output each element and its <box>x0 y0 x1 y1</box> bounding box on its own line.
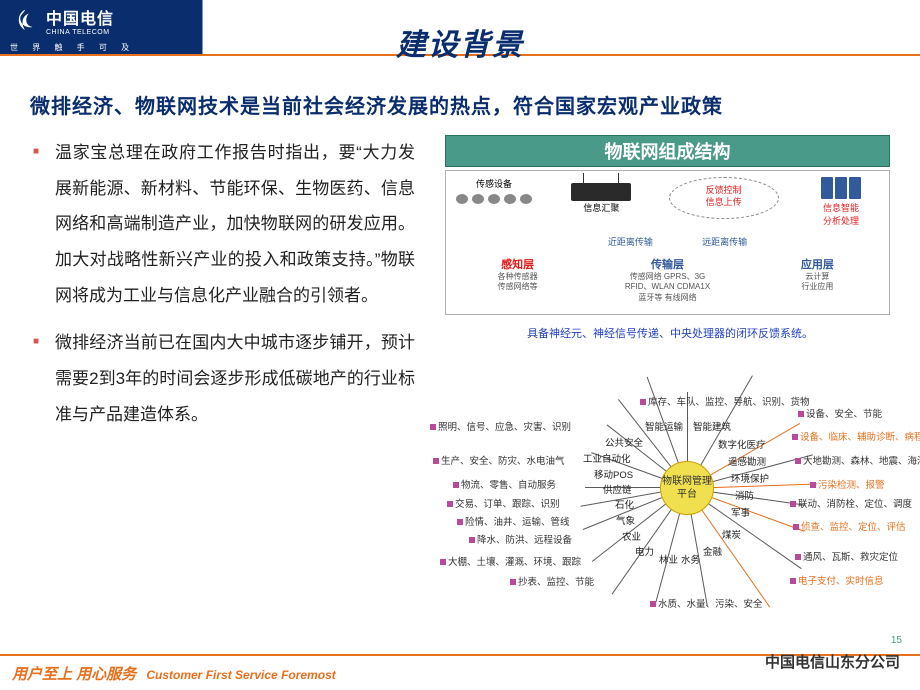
spoke-label: 降水、防洪、远程设备 <box>469 532 572 546</box>
spoke-label: 大棚、土壤、灌溉、环境、跟踪 <box>440 554 581 568</box>
layer-row: 感知层 各种传感器 传感网络等 传输层 传感网络 GPRS、3G RFID、WL… <box>454 256 881 303</box>
sensor-label: 传感设备 <box>454 177 534 190</box>
header-slogan: 世 界 触 手 可 及 <box>10 42 135 53</box>
layer1-title: 感知层 <box>501 259 534 271</box>
architecture-diagram: 传感设备 信息汇聚 反馈控制 信息上传 信息智能 分析处理 <box>445 170 890 315</box>
server-line2: 分析处理 <box>801 214 881 227</box>
cloud-line1: 反馈控制 <box>670 185 778 197</box>
spoke-label: 污染检测、报警 <box>810 477 885 491</box>
spoke-label: 设备、临床、辅助诊断、病程 <box>792 429 920 443</box>
inner-label: 智能建筑 <box>693 419 731 433</box>
layer1-sub2: 传感网络等 <box>460 282 575 292</box>
far-transfer-label: 远距离传输 <box>702 235 747 248</box>
bullet-2: 微排经济当前已在国内大中城市逐步铺开，预计需要2到3年的时间会逐步形成低碳地产的… <box>55 325 415 432</box>
page-number: 15 <box>891 635 902 646</box>
server-group: 信息智能 分析处理 <box>801 177 881 237</box>
inner-label: 消防 <box>735 488 754 502</box>
diagram-title: 物联网组成结构 <box>445 135 890 167</box>
inner-label: 移动POS <box>594 467 633 481</box>
inner-label: 数字化医疗 <box>718 437 766 451</box>
router-icon <box>571 183 631 201</box>
footer-right: 中国电信山东分公司 <box>765 651 900 672</box>
router-label: 信息汇聚 <box>556 201 646 214</box>
inner-label: 电力 <box>635 544 654 558</box>
center-circle: 物联网管理平台 <box>660 461 714 515</box>
layer3-sub1: 云计算 <box>760 272 875 282</box>
left-column: 温家宝总理在政府工作报告时指出，要“大力发展新能源、新材料、节能环保、生物医药、… <box>0 135 435 619</box>
layer2-title: 传输层 <box>651 259 684 271</box>
spoke-label: 生产、安全、防灾、水电油气 <box>433 453 565 467</box>
spoke-label: 设备、安全、节能 <box>798 406 882 420</box>
router-group: 信息汇聚 <box>556 183 646 237</box>
header: 中国电信 CHINA TELECOM 世 界 触 手 可 及 建设背景 <box>0 0 920 56</box>
inner-label: 金融 <box>703 544 722 558</box>
spoke-label: 电子支付、实时信息 <box>790 573 884 587</box>
inner-label: 公共安全 <box>605 435 643 449</box>
server-line1: 信息智能 <box>801 201 881 214</box>
inner-label: 供应链 <box>603 482 632 496</box>
page-title: 建设背景 <box>396 20 524 64</box>
layer2-sub2: RFID、WLAN CDMA1X <box>575 282 759 292</box>
subtitle: 微排经济、物联网技术是当前社会经济发展的热点，符合国家宏观产业政策 <box>30 90 723 119</box>
cloud-line2: 信息上传 <box>670 197 778 209</box>
logo-icon <box>10 6 40 36</box>
content: 温家宝总理在政府工作报告时指出，要“大力发展新能源、新材料、节能环保、生物医药、… <box>0 135 920 619</box>
spoke-label: 交易、订单、跟踪、识别 <box>447 496 560 510</box>
footer-left: 用户至上 用心服务 Customer First Service Foremos… <box>12 663 336 684</box>
footer-en: Customer First Service Foremost <box>146 668 335 682</box>
near-transfer-label: 近距离传输 <box>608 235 653 248</box>
spoke-label: 库存、车队、监控、导航、识别、货物 <box>640 394 810 408</box>
sensor-group: 传感设备 <box>454 177 534 237</box>
spoke-label: 联动、消防栓、定位、调度 <box>790 496 912 510</box>
inner-label: 气象 <box>616 513 635 527</box>
layer3-sub2: 行业应用 <box>760 282 875 292</box>
inner-label: 遥感勘测 <box>728 454 766 468</box>
inner-label: 工业自动化 <box>583 451 631 465</box>
logo-area: 中国电信 CHINA TELECOM <box>10 5 114 36</box>
cloud-group: 反馈控制 信息上传 <box>669 177 779 219</box>
layer3-title: 应用层 <box>801 259 834 271</box>
inner-label: 智能运输 <box>645 419 683 433</box>
inner-label: 环境保护 <box>731 471 769 485</box>
inner-label: 煤炭 <box>722 527 741 541</box>
spoke-label: 侦查、监控、定位、评估 <box>793 519 906 533</box>
logo-sub-text: CHINA TELECOM <box>46 29 114 36</box>
footer-cn: 用户至上 用心服务 <box>12 666 136 683</box>
spoke-label: 物流、零售、自动服务 <box>453 477 556 491</box>
inner-label: 石化 <box>615 497 634 511</box>
spoke-label: 水质、水量、污染、安全 <box>650 596 763 610</box>
footer: 用户至上 用心服务 Customer First Service Foremos… <box>0 654 920 690</box>
spoke-label: 照明、信号、应急、灾害、识别 <box>430 419 571 433</box>
radial-diagram: 物联网管理平台 智能运输智能建筑数字化医疗遥感勘测环境保护消防军事煤炭金融水务林… <box>435 349 895 619</box>
layer1-sub1: 各种传感器 <box>460 272 575 282</box>
layer2-sub1: 传感网络 GPRS、3G <box>575 272 759 282</box>
neural-text: 具备神经元、神经信号传递、中央处理器的闭环反馈系统。 <box>450 325 890 341</box>
spoke-label: 通风、瓦斯、救灾定位 <box>795 549 898 563</box>
inner-label: 农业 <box>622 529 641 543</box>
logo-main-text: 中国电信 <box>46 5 114 29</box>
spoke-label: 抄表、监控、节能 <box>510 574 594 588</box>
bullet-1: 温家宝总理在政府工作报告时指出，要“大力发展新能源、新材料、节能环保、生物医药、… <box>55 135 415 313</box>
inner-label: 军事 <box>731 505 750 519</box>
right-column: 物联网组成结构 传感设备 信息汇聚 反馈控制 信息上传 信息智能 <box>435 135 905 619</box>
inner-label: 水务 <box>681 552 700 566</box>
inner-label: 林业 <box>659 552 678 566</box>
spoke-label: 大地勘测、森林、地震、海洋 <box>795 453 920 467</box>
layer2-sub3: 蓝牙等 有线网络 <box>575 293 759 303</box>
spoke-label: 险情、油井、运输、管线 <box>457 514 570 528</box>
